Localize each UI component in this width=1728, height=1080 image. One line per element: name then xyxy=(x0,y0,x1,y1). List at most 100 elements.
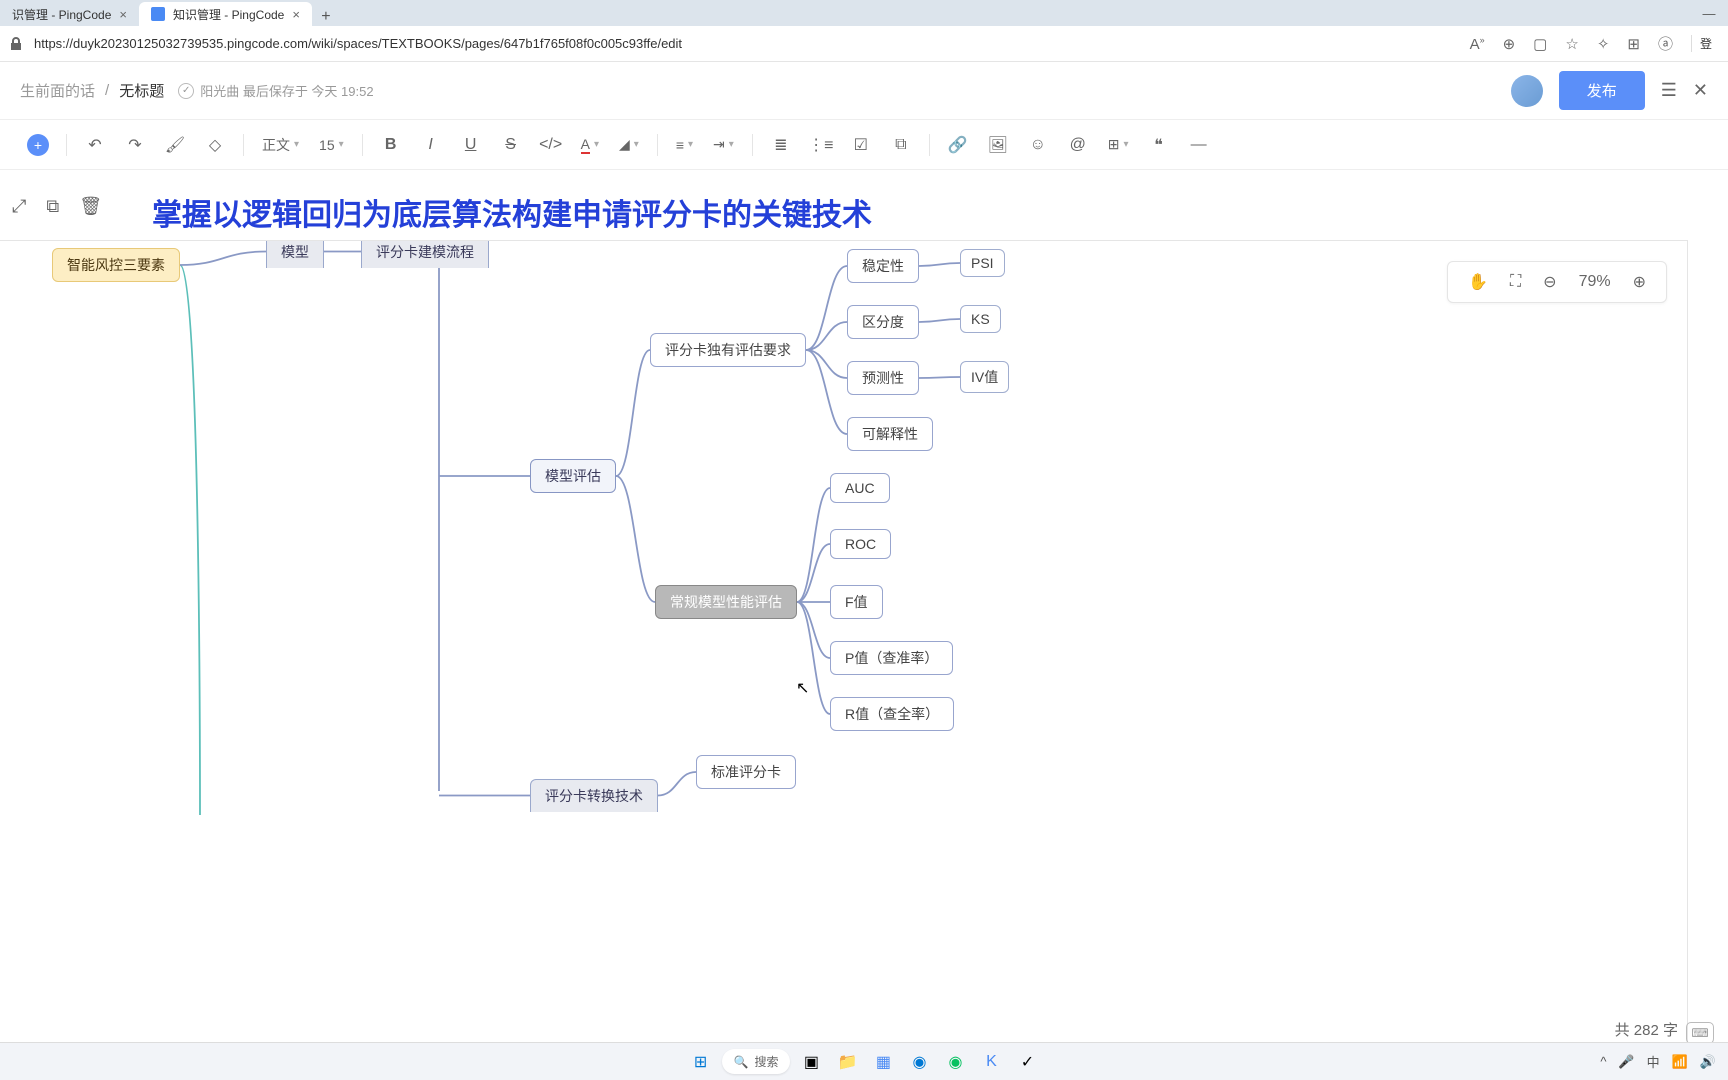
tab-favicon-icon xyxy=(151,7,165,21)
mindmap-node[interactable]: R值（查全率） xyxy=(830,697,954,731)
italic-button[interactable]: I xyxy=(413,127,449,163)
avatar[interactable] xyxy=(1511,75,1543,107)
mention-button[interactable]: @ xyxy=(1060,127,1096,163)
quote-button[interactable]: ⧉ xyxy=(883,127,919,163)
table-button[interactable]: ⊞▾ xyxy=(1100,136,1137,153)
bold-button[interactable]: B xyxy=(373,127,409,163)
tray-wifi-icon[interactable]: 📶 xyxy=(1672,1054,1688,1070)
tab-close-icon[interactable]: × xyxy=(292,7,300,22)
zoom-in-icon[interactable]: ⊕ xyxy=(1633,272,1646,292)
taskbar-app-icon[interactable]: K xyxy=(976,1047,1006,1077)
tab-close-icon[interactable]: × xyxy=(119,7,127,22)
emoji-button[interactable]: ☺ xyxy=(1020,127,1056,163)
text-style-select[interactable]: 正文▾ xyxy=(254,135,307,155)
extensions-icon[interactable]: ⊞ xyxy=(1627,35,1640,53)
browser-tab-active[interactable]: 知识管理 - PingCode × xyxy=(139,2,312,26)
mindmap-node[interactable]: 稳定性 xyxy=(847,249,919,283)
taskbar-app-icon[interactable]: ✓ xyxy=(1012,1047,1042,1077)
blockquote-button[interactable]: ❝ xyxy=(1141,127,1177,163)
zoom-icon[interactable]: ⊕ xyxy=(1503,35,1516,53)
page-title[interactable]: 无标题 xyxy=(119,80,164,101)
collections-icon[interactable]: ✧ xyxy=(1597,35,1610,53)
link-button[interactable]: 🔗 xyxy=(940,127,976,163)
reader-icon[interactable]: ▢ xyxy=(1533,35,1547,53)
mindmap-node[interactable]: 区分度 xyxy=(847,305,919,339)
tray-volume-icon[interactable]: 🔊 xyxy=(1700,1054,1716,1070)
url-text[interactable]: https://duyk20230125032739535.pingcode.c… xyxy=(34,36,1460,51)
tray-mic-icon[interactable]: 🎤 xyxy=(1618,1054,1634,1070)
underline-button[interactable]: U xyxy=(453,127,489,163)
mindmap-node[interactable]: IV值 xyxy=(960,361,1009,393)
taskbar: ⊞ 🔍 搜索 ▣ 📁 ▦ ◉ ◉ K ✓ ^ 🎤 中 📶 🔊 xyxy=(0,1042,1728,1080)
new-tab-button[interactable]: + xyxy=(312,8,340,26)
delete-icon[interactable]: 🗑 xyxy=(79,196,102,217)
expand-icon[interactable]: ⤢ xyxy=(12,196,26,217)
format-painter-button[interactable]: 🖌 xyxy=(157,127,193,163)
strike-button[interactable]: S xyxy=(493,127,529,163)
align-button[interactable]: ≡▾ xyxy=(668,137,701,153)
mindmap-node[interactable]: 评分卡建模流程 xyxy=(361,240,489,268)
image-button[interactable]: 🖼 xyxy=(980,127,1016,163)
code-button[interactable]: </> xyxy=(533,127,569,163)
font-size-select[interactable]: 15▾ xyxy=(311,137,352,153)
tray-chevron-icon[interactable]: ^ xyxy=(1600,1054,1606,1069)
text-color-button[interactable]: A▾ xyxy=(573,136,607,154)
fit-icon[interactable]: ⛶ xyxy=(1510,273,1521,291)
list-icon[interactable]: ☰ xyxy=(1661,80,1677,101)
taskbar-app-icon[interactable]: ▦ xyxy=(868,1047,898,1077)
mindmap-node[interactable]: 预测性 xyxy=(847,361,919,395)
mindmap-node[interactable]: AUC xyxy=(830,473,890,503)
tray-ime[interactable]: 中 xyxy=(1647,1052,1660,1071)
copy-icon[interactable]: ⧉ xyxy=(46,196,59,217)
divider-button[interactable]: — xyxy=(1181,127,1217,163)
taskbar-edge-icon[interactable]: ◉ xyxy=(904,1047,934,1077)
minimize-icon[interactable]: — xyxy=(1690,0,1728,26)
ordered-list-button[interactable]: ≣ xyxy=(763,127,799,163)
mindmap-node[interactable]: ROC xyxy=(830,529,891,559)
document-heading[interactable]: 掌握以逻辑回归为底层算法构建申请评分卡的关键技术 xyxy=(152,190,872,234)
unordered-list-button[interactable]: ⋮≡ xyxy=(803,127,839,163)
taskbar-app-icon[interactable]: ▣ xyxy=(796,1047,826,1077)
mindmap-node[interactable]: 模型评估 xyxy=(530,459,616,493)
mindmap-node[interactable]: 智能风控三要素 xyxy=(52,248,180,282)
login-button[interactable]: 登 xyxy=(1691,35,1712,52)
highlight-button[interactable]: ◢▾ xyxy=(611,136,647,153)
redo-button[interactable]: ↷ xyxy=(117,127,153,163)
undo-button[interactable]: ↶ xyxy=(77,127,113,163)
side-tools: ⤢ ⧉ 🗑 xyxy=(0,188,114,225)
taskbar-search[interactable]: 🔍 搜索 xyxy=(722,1049,791,1074)
taskbar-wechat-icon[interactable]: ◉ xyxy=(940,1047,970,1077)
mindmap-node[interactable]: PSI xyxy=(960,249,1005,277)
mindmap-node[interactable]: F值 xyxy=(830,585,883,619)
mindmap-node[interactable]: P值（查准率） xyxy=(830,641,953,675)
breadcrumb-sep: / xyxy=(105,82,109,99)
keyboard-icon[interactable]: ⌨ xyxy=(1686,1022,1714,1044)
clear-format-button[interactable]: ◇ xyxy=(197,127,233,163)
mindmap-node[interactable]: 标准评分卡 xyxy=(696,755,796,789)
publish-button[interactable]: 发布 xyxy=(1559,71,1645,110)
pan-icon[interactable]: ✋ xyxy=(1468,272,1488,292)
window-controls: — xyxy=(1690,0,1728,26)
mindmap-node[interactable]: 评分卡独有评估要求 xyxy=(650,333,806,367)
mindmap-canvas[interactable]: 智能风控三要素 模型 评分卡建模流程模型评估 评分卡独有评估要求 稳定性区分度预测性可解… xyxy=(0,240,1688,1080)
task-list-button[interactable]: ☑ xyxy=(843,127,879,163)
text-size-icon[interactable]: A» xyxy=(1470,35,1485,53)
browser-tab[interactable]: 识管理 - PingCode × xyxy=(0,2,139,26)
breadcrumb-parent[interactable]: 生前面的话 xyxy=(20,80,95,101)
mindmap-node[interactable]: KS xyxy=(960,305,1001,333)
lock-icon xyxy=(8,36,24,52)
translate-icon[interactable]: ⓐ xyxy=(1658,33,1673,54)
mindmap-node[interactable]: 评分卡转换技术 xyxy=(530,779,658,812)
indent-button[interactable]: ⇥▾ xyxy=(705,136,742,153)
content-area: ⤢ ⧉ 🗑 掌握以逻辑回归为底层算法构建申请评分卡的关键技术 智能风控三要素模型… xyxy=(0,170,1728,1080)
favorite-icon[interactable]: ☆ xyxy=(1565,35,1578,53)
breadcrumb: 生前面的话 / 无标题 xyxy=(20,80,164,101)
mindmap-node[interactable]: 常规模型性能评估 xyxy=(655,585,797,619)
taskbar-app-icon[interactable]: 📁 xyxy=(832,1047,862,1077)
mindmap-node[interactable]: 模型 xyxy=(266,240,324,268)
add-button[interactable]: + xyxy=(20,127,56,163)
close-icon[interactable]: ✕ xyxy=(1693,80,1708,101)
start-button[interactable]: ⊞ xyxy=(686,1047,716,1077)
mindmap-node[interactable]: 可解释性 xyxy=(847,417,933,451)
zoom-out-icon[interactable]: ⊖ xyxy=(1543,272,1556,292)
